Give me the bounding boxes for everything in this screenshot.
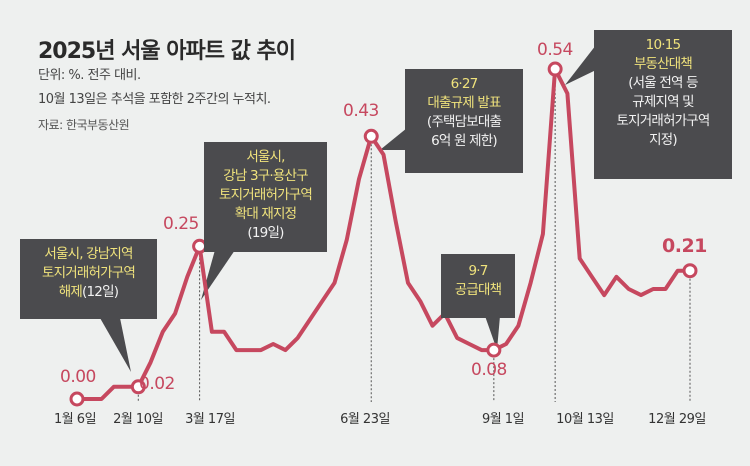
highlight-marker: [682, 263, 698, 279]
x-tick-label: 9월 1일: [481, 412, 525, 427]
callout-pointer: [100, 318, 131, 372]
annotation-text: (서울 전역 등: [628, 75, 698, 91]
highlight-marker: [69, 391, 85, 407]
annotation-text: 6억 원 제한): [431, 133, 498, 149]
annotation-text: 9·7: [468, 263, 488, 279]
annotation-text: 규제지역 및: [632, 94, 694, 110]
annotation-text: 해제: [58, 284, 83, 300]
callout-pointer: [201, 250, 235, 300]
annotation-text: (19일): [247, 225, 284, 241]
highlight-marker: [130, 379, 146, 395]
annotation-mar19: 서울시, 강남 3구·용산구 토지거래허가구역 확대 재지정 (19일): [204, 142, 327, 252]
chart-title: 2025년 서울 아파트 값 추이: [38, 39, 296, 64]
annotation-text: (12일): [82, 284, 119, 300]
annotation-text: 토지거래허가구역: [616, 113, 711, 129]
annotation-text: 토지거래허가구역: [219, 187, 313, 203]
annotation-text: 6·27: [450, 76, 479, 92]
x-tick-label: 1월 6일: [53, 412, 97, 427]
x-tick-label: 2월 10일: [113, 412, 163, 427]
annotation-text: 공급대책: [454, 282, 502, 298]
data-label: 0.08: [471, 360, 507, 380]
annotation-text: 지정): [649, 132, 678, 148]
annotation-text: 대출규제 발표: [427, 95, 501, 111]
annotation-text: 10·15: [645, 37, 681, 53]
unit-note: 단위: %. 전주 대비.: [38, 68, 141, 83]
highlight-marker: [363, 128, 379, 144]
annotation-sep7: 9·7 공급대책: [441, 254, 515, 318]
source-note: 자료: 한국부동산원: [38, 118, 130, 132]
annotation-text: 확대 재지정: [234, 206, 297, 222]
data-label: 0.43: [343, 101, 379, 121]
annotation-text: 부동산대책: [633, 56, 693, 72]
annotation-oct15: 10·15 부동산대책 (서울 전역 등 규제지역 및 토지거래허가구역 지정): [594, 30, 732, 179]
data-label: 0.25: [163, 214, 199, 234]
data-label: 0.00: [60, 367, 96, 387]
annotation-jun27: 6·27 대출규제 발표 (주택담보대출 6억 원 제한): [405, 69, 523, 173]
annotation-feb12: 서울시, 강남지역 토지거래허가구역 해제(12일): [20, 239, 157, 319]
x-tick-label: 6월 23일: [340, 412, 390, 427]
chuseok-note: 10월 13일은 추석을 포함한 2주간의 누적치.: [38, 92, 271, 107]
callout-pointer: [380, 128, 407, 150]
callout-pointer: [485, 316, 500, 350]
x-tick-label: 12월 29일: [648, 412, 706, 427]
highlight-marker: [486, 342, 502, 358]
data-label: 0.21: [662, 235, 707, 257]
annotation-text: 서울시,: [246, 149, 285, 165]
data-label: 0.54: [537, 40, 573, 60]
annotation-text: (주택담보대출: [426, 114, 502, 130]
highlight-marker: [547, 61, 563, 77]
annotation-text: 서울시, 강남지역: [44, 246, 133, 262]
annotation-text: 강남 3구·용산구: [223, 168, 308, 184]
callout-pointer: [565, 45, 596, 85]
data-label: 0.02: [139, 374, 175, 394]
x-tick-label: 3월 17일: [185, 412, 235, 427]
x-tick-label: 10월 13일: [556, 412, 614, 427]
annotation-text: 토지거래허가구역: [42, 265, 136, 281]
